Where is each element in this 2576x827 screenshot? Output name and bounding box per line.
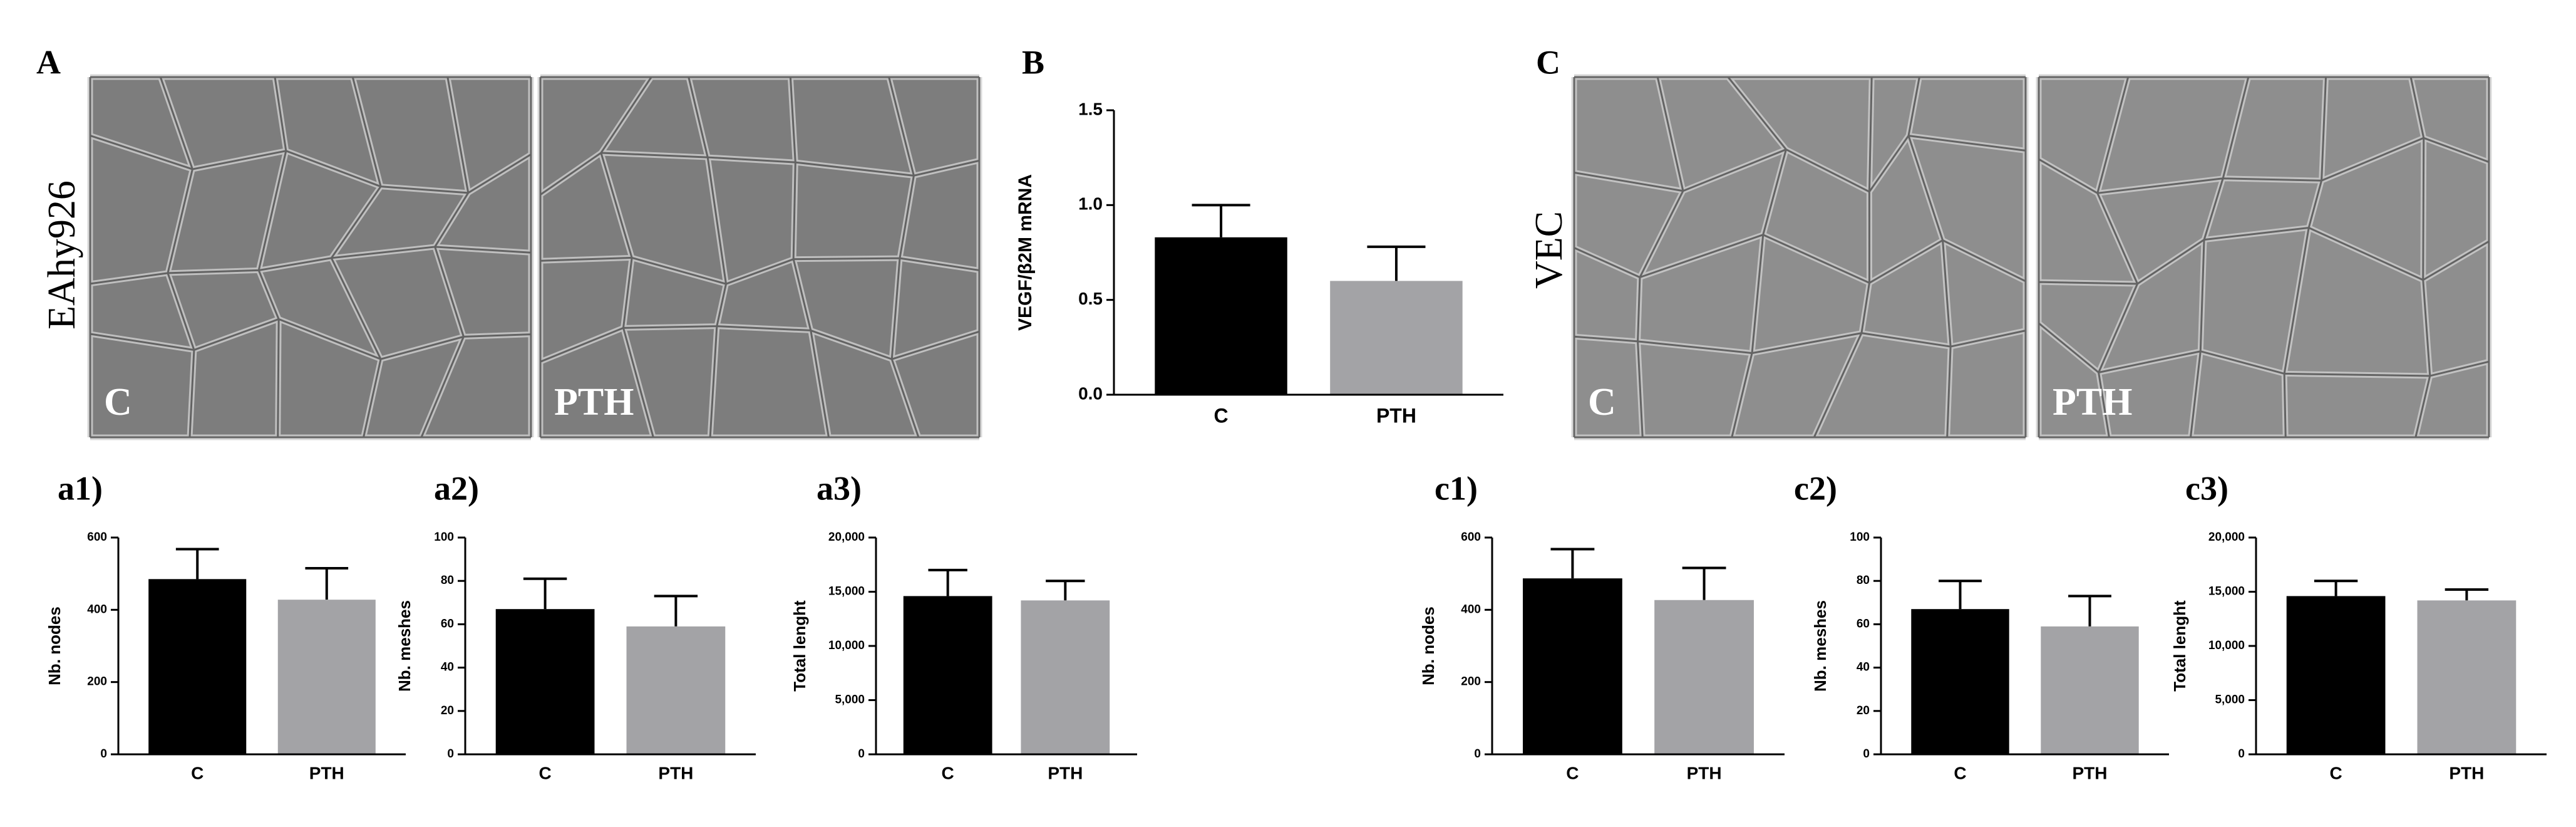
x-tick-label: PTH xyxy=(1376,404,1416,427)
y-axis-label: Nb. meshes xyxy=(1811,600,1830,692)
x-tick-label: C xyxy=(1213,404,1228,427)
y-tick-label: 200 xyxy=(87,675,107,689)
y-tick-label: 5,000 xyxy=(2215,694,2245,707)
bar xyxy=(2417,600,2517,754)
y-tick-label: 600 xyxy=(1461,531,1481,544)
x-tick-label: C xyxy=(538,763,551,783)
x-tick-label: C xyxy=(2329,763,2342,783)
bar xyxy=(277,600,376,754)
y-tick-label: 0 xyxy=(1863,747,1870,761)
y-tick-label: 400 xyxy=(87,603,107,616)
micrograph-label: PTH xyxy=(554,381,634,424)
y-tick-label: 100 xyxy=(434,531,454,544)
bar xyxy=(1021,600,1110,754)
bar xyxy=(2286,596,2386,754)
micrograph-label: C xyxy=(1588,381,1616,424)
panel-label: a1) xyxy=(58,469,103,507)
y-tick-label: 0 xyxy=(858,747,865,761)
y-axis-label: Total lenght xyxy=(2170,600,2189,692)
bar xyxy=(1523,578,1622,754)
y-tick-label: 100 xyxy=(1850,531,1870,544)
y-axis-label: Nb. nodes xyxy=(45,606,64,685)
y-tick-label: 1.0 xyxy=(1078,194,1103,214)
x-tick-label: PTH xyxy=(2449,763,2484,783)
side-label: EAhy926 xyxy=(41,180,83,330)
cell-network-dark xyxy=(539,76,981,439)
panel-label: c1) xyxy=(1435,469,1478,507)
y-tick-label: 60 xyxy=(441,617,454,630)
bar xyxy=(1911,609,2009,754)
x-tick-label: C xyxy=(191,763,204,783)
bar xyxy=(495,609,595,754)
panel-label: c2) xyxy=(1794,469,1837,507)
micrograph xyxy=(90,77,531,437)
panel-label: A xyxy=(36,43,61,81)
y-tick-label: 80 xyxy=(1857,574,1870,587)
y-tick-label: 40 xyxy=(1857,661,1870,674)
y-tick-label: 0 xyxy=(2238,747,2245,761)
y-tick-label: 80 xyxy=(441,574,454,587)
bar xyxy=(903,596,992,754)
y-tick-label: 5,000 xyxy=(835,694,865,707)
x-tick-label: PTH xyxy=(1048,763,1083,783)
y-tick-label: 0.5 xyxy=(1078,289,1103,308)
bar xyxy=(148,579,247,754)
y-tick-label: 0.0 xyxy=(1078,383,1103,403)
y-tick-label: 0 xyxy=(100,747,107,761)
y-tick-label: 400 xyxy=(1461,603,1481,616)
y-tick-label: 0 xyxy=(447,747,454,761)
x-tick-label: C xyxy=(942,763,954,783)
y-tick-label: 1.5 xyxy=(1078,99,1103,118)
y-tick-label: 10,000 xyxy=(828,639,865,652)
cell-network-dark xyxy=(89,76,532,439)
micrograph-label: PTH xyxy=(2053,381,2132,424)
micrograph-label: C xyxy=(104,381,132,424)
y-tick-label: 20,000 xyxy=(828,531,865,544)
bar xyxy=(1155,237,1287,395)
side-label: VEC xyxy=(1528,211,1570,289)
panel-label: a2) xyxy=(434,469,479,507)
cell-network-dark xyxy=(1573,76,2027,439)
y-tick-label: 0 xyxy=(1474,747,1481,761)
y-tick-label: 200 xyxy=(1461,675,1481,689)
bar xyxy=(1654,600,1754,754)
x-tick-label: PTH xyxy=(1687,763,1722,783)
y-tick-label: 20,000 xyxy=(2208,531,2245,544)
panel-label: B xyxy=(1022,43,1044,81)
x-tick-label: C xyxy=(1954,763,1966,783)
y-tick-label: 15,000 xyxy=(2208,585,2245,598)
y-axis-label: VEGF/β2M mRNA xyxy=(1015,174,1036,331)
panel-label: a3) xyxy=(817,469,862,507)
bar xyxy=(626,626,726,754)
y-axis-label: Total lenght xyxy=(790,600,809,692)
panel-label: c3) xyxy=(2185,469,2228,507)
y-tick-label: 10,000 xyxy=(2208,639,2245,652)
panel-label: C xyxy=(1536,43,1560,81)
bar xyxy=(1330,281,1463,395)
y-tick-label: 600 xyxy=(87,531,107,544)
y-tick-label: 40 xyxy=(441,661,454,674)
x-tick-label: PTH xyxy=(2073,763,2108,783)
x-tick-label: C xyxy=(1566,763,1579,783)
bar xyxy=(2041,626,2139,754)
cell-network-dark xyxy=(2038,76,2490,439)
y-axis-label: Nb. meshes xyxy=(395,600,414,692)
y-tick-label: 20 xyxy=(441,704,454,717)
x-tick-label: PTH xyxy=(658,763,693,783)
y-axis-label: Nb. nodes xyxy=(1419,606,1438,685)
y-tick-label: 20 xyxy=(1857,704,1870,717)
y-tick-label: 15,000 xyxy=(828,585,865,598)
x-tick-label: PTH xyxy=(309,763,344,783)
y-tick-label: 60 xyxy=(1857,617,1870,630)
